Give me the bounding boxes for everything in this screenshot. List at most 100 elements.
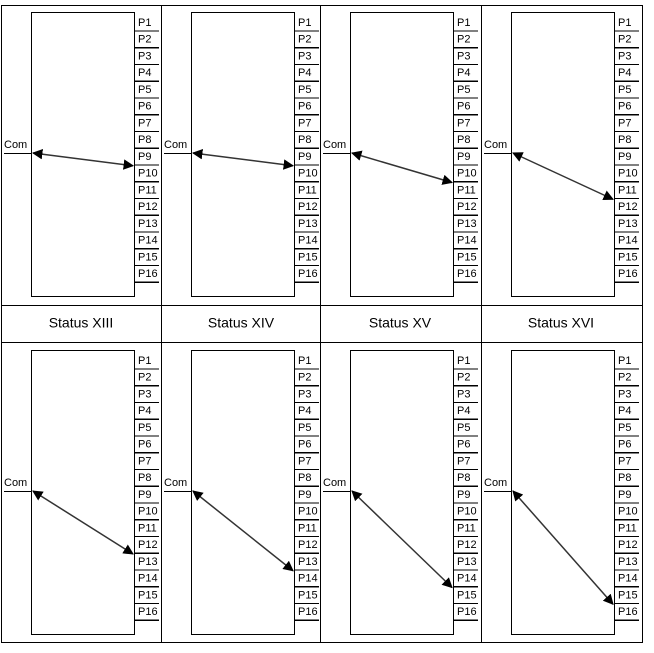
port-label: P10 (298, 168, 318, 180)
port-label: P5 (298, 422, 311, 434)
port-label: P10 (138, 168, 158, 180)
port-label: P12 (298, 201, 318, 213)
port-label: P11 (298, 184, 317, 196)
port-label: P11 (138, 522, 157, 534)
port-label: P1 (618, 355, 631, 367)
port-label: P10 (138, 506, 158, 518)
port-label: P7 (138, 455, 151, 467)
port-label: P12 (138, 201, 158, 213)
port-label: P8 (457, 472, 470, 484)
port-label: P2 (457, 372, 470, 384)
port-label: P16 (618, 606, 638, 618)
port-label: P9 (457, 151, 470, 163)
port-label: P14 (618, 573, 638, 585)
port-label: P4 (138, 405, 151, 417)
port-label: P5 (618, 422, 631, 434)
port-label: P1 (138, 355, 151, 367)
port-label: P4 (138, 67, 151, 79)
port-label: P2 (138, 372, 151, 384)
port-label: P5 (457, 84, 470, 96)
port-label: P7 (298, 455, 311, 467)
port-label: P2 (298, 372, 311, 384)
port-label: P2 (457, 34, 470, 46)
com-label: Com (484, 477, 507, 489)
port-label: P8 (138, 134, 151, 146)
port-label: P3 (298, 50, 311, 62)
port-label: P1 (457, 355, 470, 367)
port-label: P5 (457, 422, 470, 434)
port-label: P14 (618, 235, 638, 247)
port-label: P13 (618, 218, 638, 230)
com-label: Com (323, 139, 346, 151)
port-label: P15 (138, 251, 158, 263)
port-label: P8 (457, 134, 470, 146)
status-caption: Status XIV (208, 315, 275, 331)
port-label: P10 (298, 506, 318, 518)
port-label: P8 (618, 134, 631, 146)
port-label: P10 (457, 506, 477, 518)
port-label: P2 (298, 34, 311, 46)
port-label: P15 (618, 589, 638, 601)
port-label: P3 (618, 50, 631, 62)
switch-arrow (191, 148, 295, 170)
port-label: P7 (138, 117, 151, 129)
switch-arrow (351, 490, 453, 589)
port-label: P15 (298, 251, 318, 263)
device-box (191, 350, 295, 635)
port-label: P3 (618, 388, 631, 400)
port-label: P6 (298, 439, 311, 451)
com-label: Com (164, 477, 187, 489)
port-label: P12 (618, 539, 638, 551)
port-label: P9 (138, 489, 151, 501)
port-label: P7 (457, 117, 470, 129)
port-label: P10 (618, 168, 638, 180)
port-label: P3 (457, 388, 470, 400)
port-label: P8 (298, 472, 311, 484)
port-label: P1 (457, 17, 470, 29)
port-label: P13 (298, 556, 318, 568)
port-label: P1 (298, 355, 311, 367)
port-label: P12 (457, 201, 477, 213)
port-label: P9 (457, 489, 470, 501)
port-label: P11 (618, 522, 637, 534)
device-box (511, 350, 615, 635)
port-label: P11 (457, 522, 476, 534)
table-grid (1, 5, 643, 643)
switch-arrow (512, 152, 614, 201)
port-label: P8 (138, 472, 151, 484)
port-label: P6 (457, 101, 470, 113)
port-label: P16 (298, 268, 318, 280)
port-label: P3 (457, 50, 470, 62)
port-label: P6 (298, 101, 311, 113)
port-label: P16 (138, 268, 158, 280)
status-caption: Status XIII (49, 315, 114, 331)
port-label: P1 (298, 17, 311, 29)
port-label: P11 (457, 184, 476, 196)
device-box (31, 12, 135, 297)
com-label: Com (323, 477, 346, 489)
port-label: P12 (618, 201, 638, 213)
port-label: P11 (618, 184, 637, 196)
port-label: P15 (138, 589, 158, 601)
port-label: P14 (138, 235, 158, 247)
port-label: P15 (457, 251, 477, 263)
port-label: P9 (618, 151, 631, 163)
port-label: P4 (298, 405, 311, 417)
port-label: P6 (618, 101, 631, 113)
port-label: P7 (298, 117, 311, 129)
port-label: P13 (457, 218, 477, 230)
port-label: P5 (298, 84, 311, 96)
port-label: P7 (618, 117, 631, 129)
port-label: P8 (618, 472, 631, 484)
port-label: P16 (618, 268, 638, 280)
device-box (511, 12, 615, 297)
port-label: P7 (618, 455, 631, 467)
port-label: P4 (618, 405, 631, 417)
switch-arrow (192, 490, 294, 572)
port-label: P14 (298, 573, 318, 585)
port-label: P16 (457, 606, 477, 618)
port-label: P13 (618, 556, 638, 568)
port-label: P16 (138, 606, 158, 618)
port-label: P4 (618, 67, 631, 79)
